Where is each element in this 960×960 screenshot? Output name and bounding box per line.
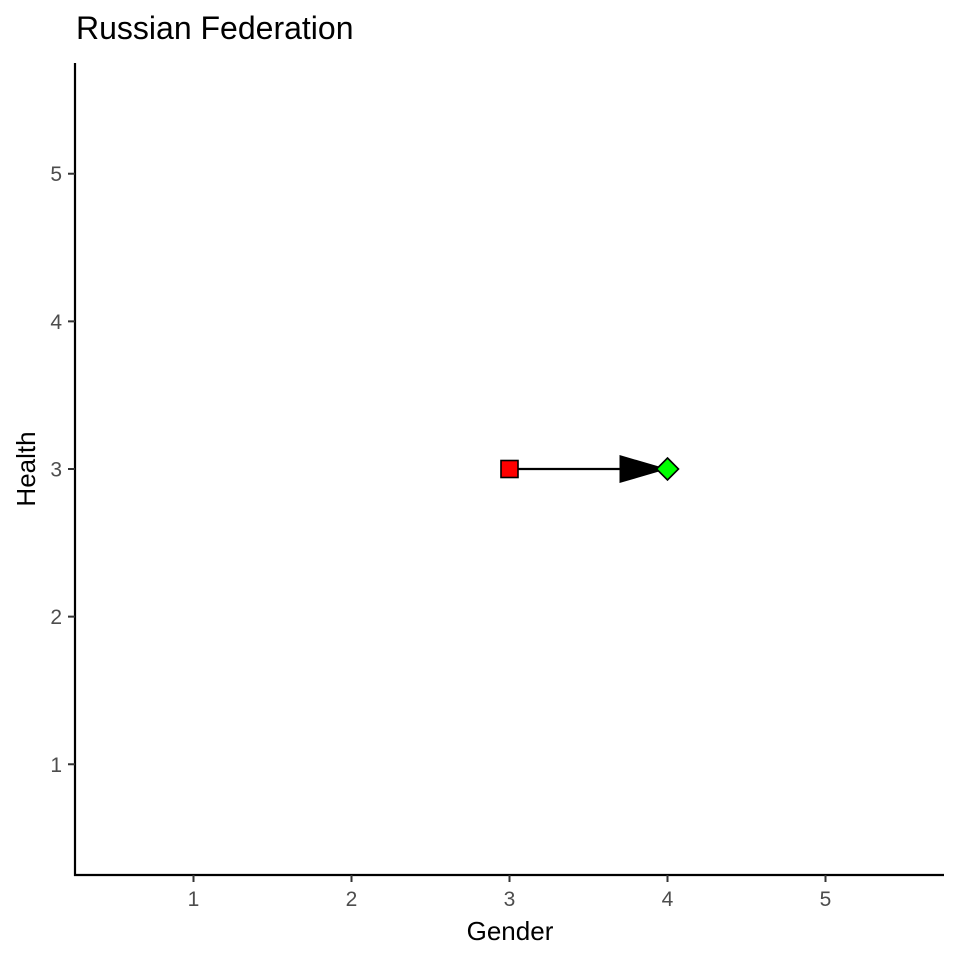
y-ticks: 1 2 3 4 5 bbox=[50, 163, 75, 777]
plot-area: 1 2 3 4 5 1 2 3 4 5 bbox=[50, 63, 944, 911]
arrow-head bbox=[619, 455, 668, 483]
x-tick-label: 3 bbox=[504, 888, 516, 911]
y-tick-label: 2 bbox=[50, 606, 62, 629]
marks bbox=[500, 455, 680, 483]
y-tick-label: 4 bbox=[50, 311, 62, 334]
x-tick-label: 4 bbox=[662, 888, 674, 911]
x-tick-label: 1 bbox=[188, 888, 200, 911]
x-ticks: 1 2 3 4 5 bbox=[188, 875, 832, 911]
x-tick-label: 5 bbox=[820, 888, 832, 911]
y-tick-label: 1 bbox=[50, 754, 62, 777]
chart-title: Russian Federation bbox=[76, 10, 353, 46]
y-tick-label: 5 bbox=[50, 163, 62, 186]
point-diamond bbox=[655, 456, 680, 482]
x-axis-title: Gender bbox=[467, 916, 554, 946]
x-tick-label: 2 bbox=[346, 888, 358, 911]
y-tick-label: 3 bbox=[50, 459, 62, 482]
point-square bbox=[500, 459, 519, 479]
y-axis-title: Health bbox=[11, 431, 41, 506]
